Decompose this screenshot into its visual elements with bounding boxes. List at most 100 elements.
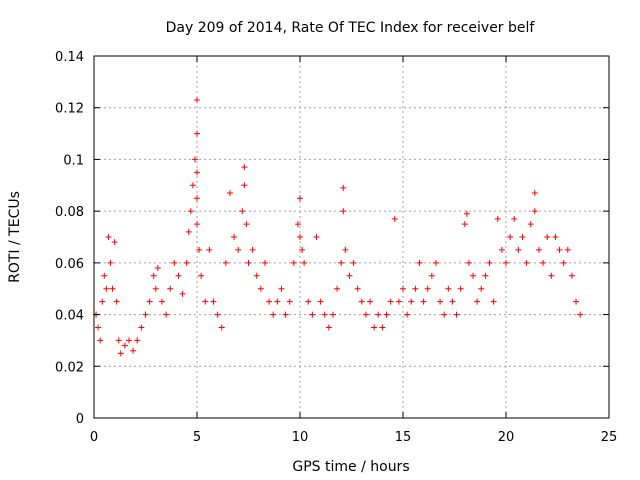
- data-point: [387, 298, 394, 305]
- data-point: [109, 285, 116, 292]
- data-point: [194, 195, 200, 202]
- data-point: [511, 215, 518, 222]
- data-point: [313, 234, 320, 240]
- data-point: [154, 265, 161, 272]
- data-points: [93, 96, 584, 357]
- plot-frame: [93, 55, 610, 419]
- data-point: [432, 259, 439, 266]
- y-tick-label: 0.06: [55, 257, 84, 272]
- data-point: [249, 246, 256, 253]
- data-point: [134, 337, 141, 344]
- data-point: [424, 285, 431, 292]
- data-point: [340, 184, 347, 191]
- data-point: [101, 272, 108, 279]
- data-point: [340, 208, 347, 215]
- data-point: [309, 311, 316, 318]
- data-point: [362, 311, 369, 318]
- data-point: [231, 234, 238, 240]
- chart-title: Day 209 of 2014, Rate Of TEC Index for r…: [166, 20, 536, 36]
- data-point: [194, 169, 200, 176]
- data-point: [191, 156, 198, 163]
- data-point: [171, 259, 178, 266]
- data-point: [519, 234, 526, 240]
- data-point: [457, 285, 464, 292]
- data-point: [325, 324, 332, 331]
- data-point: [206, 246, 213, 253]
- data-point: [449, 298, 456, 305]
- data-point: [150, 272, 157, 279]
- data-point: [350, 259, 357, 266]
- data-point: [548, 272, 555, 279]
- data-point: [531, 208, 538, 215]
- data-point: [321, 311, 328, 318]
- data-point: [420, 298, 427, 305]
- data-point: [194, 130, 200, 137]
- data-point: [408, 298, 415, 305]
- data-point: [503, 259, 509, 266]
- data-point: [222, 259, 229, 266]
- data-point: [507, 234, 514, 240]
- data-point: [105, 234, 112, 240]
- data-point: [241, 164, 248, 171]
- data-point: [441, 311, 448, 318]
- data-point: [437, 298, 444, 305]
- data-point: [305, 298, 312, 305]
- data-point: [202, 298, 209, 305]
- data-point: [130, 347, 137, 354]
- data-point: [375, 311, 382, 318]
- data-point: [270, 311, 277, 318]
- data-point: [552, 234, 559, 240]
- data-point: [126, 337, 133, 344]
- data-point: [103, 285, 110, 292]
- data-point: [482, 272, 489, 279]
- data-point: [486, 259, 493, 266]
- data-point: [540, 259, 547, 266]
- data-point: [338, 259, 345, 266]
- data-point: [453, 311, 460, 318]
- x-axis-title: GPS time / hours: [292, 459, 409, 475]
- x-tick-label: 0: [90, 430, 98, 445]
- data-point: [445, 285, 452, 292]
- data-point: [194, 221, 200, 228]
- data-point: [107, 259, 114, 266]
- data-point: [261, 259, 268, 266]
- data-point: [218, 324, 225, 331]
- data-point: [428, 272, 435, 279]
- data-point: [115, 337, 122, 344]
- data-point: [354, 285, 361, 292]
- data-point: [187, 208, 194, 215]
- data-point: [241, 182, 248, 189]
- data-point: [544, 234, 551, 240]
- data-point: [196, 246, 203, 253]
- data-point: [97, 337, 104, 344]
- data-point: [235, 246, 242, 253]
- data-point: [416, 259, 423, 266]
- data-point: [121, 342, 128, 349]
- y-tick-label: 0.08: [55, 205, 84, 220]
- data-point: [111, 239, 118, 246]
- data-point: [210, 298, 217, 305]
- data-point: [175, 272, 182, 279]
- data-point: [194, 96, 200, 103]
- x-tick-label: 20: [498, 430, 515, 445]
- data-point: [290, 259, 297, 266]
- data-point: [490, 298, 497, 305]
- data-point: [297, 234, 303, 240]
- data-point: [334, 285, 341, 292]
- x-tick-label: 5: [193, 430, 201, 445]
- data-point: [179, 290, 186, 297]
- data-point: [515, 246, 522, 253]
- data-point: [297, 195, 303, 202]
- data-point: [142, 311, 149, 318]
- data-point: [577, 311, 584, 318]
- data-point: [138, 324, 145, 331]
- data-point: [245, 259, 252, 266]
- data-point: [167, 285, 174, 292]
- axis-ticks: 0 0.02 0.04 0.06 0.08 0.1 0.12 0.14 0 5 10 15 20 25: [55, 50, 617, 445]
- data-point: [266, 298, 273, 305]
- data-point: [189, 182, 196, 189]
- y-tick-label: 0.12: [55, 102, 84, 117]
- data-point: [113, 298, 120, 305]
- data-point: [358, 298, 365, 305]
- x-tick-label: 25: [601, 430, 618, 445]
